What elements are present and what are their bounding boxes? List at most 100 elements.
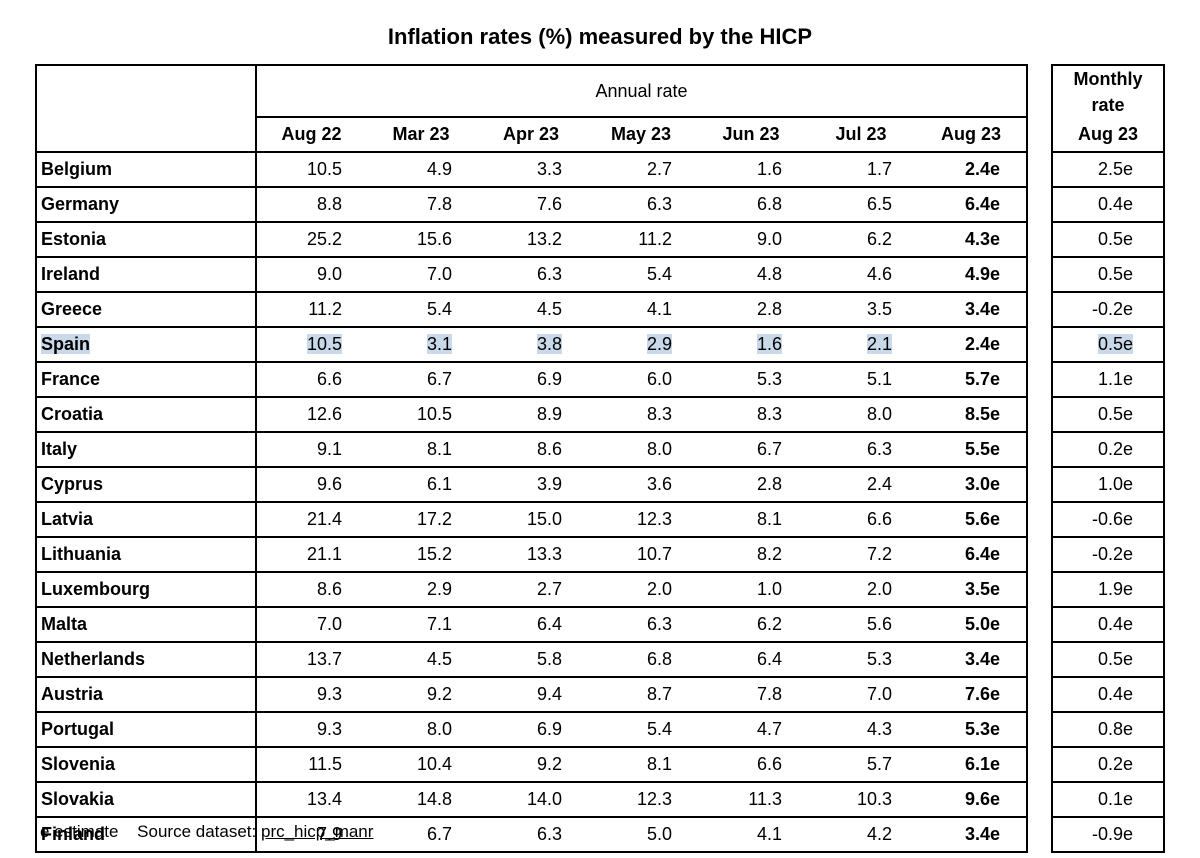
country-cell: Lithuania [36,537,257,573]
monthly-value-cell: 0.4e [1052,607,1164,643]
value-cell: 9.3 [256,677,366,713]
monthly-value: 1.1e [1097,369,1133,389]
footer: e estimate Source dataset: prc_hicp_manr [40,822,373,842]
rate-value: 10.5 [306,334,342,354]
table-row: Spain 10.5 3.1 3.8 2.9 1.6 2.1 2.4e [36,327,1027,363]
value-cell: 8.1 [696,502,806,538]
country-cell: Estonia [36,222,257,258]
rate-value: 7.0 [426,264,452,284]
value-cell: 8.3 [696,397,806,433]
rate-value: 10.7 [636,544,672,564]
table-row: Italy 9.1 8.1 8.6 8.0 6.7 6.3 5.5e [36,432,1027,468]
rate-value: 6.3 [536,824,562,844]
value-cell: 6.3 [476,257,586,293]
value-cell: 7.0 [366,257,476,293]
annual-rate-table: Annual rate Aug 22 Mar 23 Apr 23 May 23 Jun … [35,64,1028,853]
value-cell: 5.6 [806,607,916,643]
rate-value: 17.2 [416,509,452,529]
value-cell: 2.9 [366,572,476,608]
value-cell: 8.6 [476,432,586,468]
rate-value: 10.4 [416,754,452,774]
country-cell: Greece [36,292,257,328]
rate-value: 5.4 [426,299,452,319]
country-name: Portugal [41,719,115,739]
rate-value: 6.8 [646,649,672,669]
country-name: Latvia [41,509,94,529]
rate-value: 7.6 [536,194,562,214]
value-cell: 3.4e [916,292,1027,328]
rate-value: 3.5 [866,299,892,319]
value-cell: 4.2 [806,817,916,853]
rate-value: 11.2 [638,229,672,249]
rate-value: 12.3 [636,509,672,529]
rate-value: 21.4 [306,509,342,529]
monthly-value: 0.2e [1097,439,1133,459]
value-cell: 5.4 [366,292,476,328]
value-cell: 21.1 [256,537,366,573]
country-cell: Italy [36,432,257,468]
country-cell: Germany [36,187,257,223]
value-cell: 6.6 [696,747,806,783]
value-cell: 3.1 [366,327,476,363]
source-dataset-link[interactable]: prc_hicp_manr [260,822,374,841]
value-cell: 6.7 [366,362,476,398]
monthly-value-cell: -0.2e [1052,292,1164,328]
monthly-label-line1: Monthly [1073,69,1143,89]
value-cell: 6.4 [696,642,806,678]
monthly-rate-label: Monthly rate [1052,65,1164,118]
value-cell: 9.0 [696,222,806,258]
rate-value: 8.1 [426,439,452,459]
monthly-value: -0.2e [1091,544,1133,564]
value-cell: 5.5e [916,432,1027,468]
column-header: Mar 23 [366,117,476,153]
rate-value: 7.0 [316,614,342,634]
rate-value: 11.2 [308,299,342,319]
value-cell: 11.2 [586,222,696,258]
rate-value: 7.8 [756,684,782,704]
rate-value: 10.3 [856,789,892,809]
monthly-value: 2.5e [1097,159,1133,179]
monthly-value: -0.2e [1091,299,1133,319]
rate-value: 9.0 [316,264,342,284]
table-row: 0.5e [1052,327,1164,363]
value-cell: 15.6 [366,222,476,258]
rate-value: 3.4e [964,649,1000,669]
country-cell: Cyprus [36,467,257,503]
rate-value: 6.7 [756,439,782,459]
rate-value: 8.9 [536,404,562,424]
rate-value: 13.2 [526,229,562,249]
value-cell: 25.2 [256,222,366,258]
rate-value: 7.6e [964,684,1000,704]
monthly-value-cell: 0.5e [1052,222,1164,258]
value-cell: 5.8 [476,642,586,678]
value-cell: 2.8 [696,292,806,328]
monthly-column-header: Aug 23 [1052,118,1164,153]
value-cell: 6.8 [586,642,696,678]
monthly-value-cell: 0.5e [1052,257,1164,293]
value-cell: 10.7 [586,537,696,573]
monthly-rate-table: Monthly rate Aug 23 2.5e 0.4e 0.5e 0.5e -0.2… [1051,64,1165,853]
rate-value: 6.6 [316,369,342,389]
rate-value: 2.0 [646,579,672,599]
value-cell: 2.1 [806,327,916,363]
table-row: 1.1e [1052,362,1164,398]
country-name: Spain [41,334,91,354]
country-cell: Luxembourg [36,572,257,608]
rate-value: 4.9 [426,159,452,179]
value-cell: 3.6 [586,467,696,503]
rate-value: 5.6e [964,509,1000,529]
value-cell: 7.8 [696,677,806,713]
rate-value: 2.4 [866,474,892,494]
monthly-value: -0.9e [1091,824,1133,844]
value-cell: 14.8 [366,782,476,818]
rate-value: 5.0 [646,824,672,844]
rate-value: 6.1 [426,474,452,494]
value-cell: 3.5 [806,292,916,328]
rate-value: 12.3 [636,789,672,809]
rate-value: 6.7 [426,824,452,844]
rate-value: 6.8 [756,194,782,214]
monthly-value-cell: 0.5e [1052,327,1164,363]
value-cell: 5.0e [916,607,1027,643]
table-row: Latvia 21.4 17.2 15.0 12.3 8.1 6.6 5.6e [36,502,1027,538]
rate-value: 3.8 [536,334,562,354]
